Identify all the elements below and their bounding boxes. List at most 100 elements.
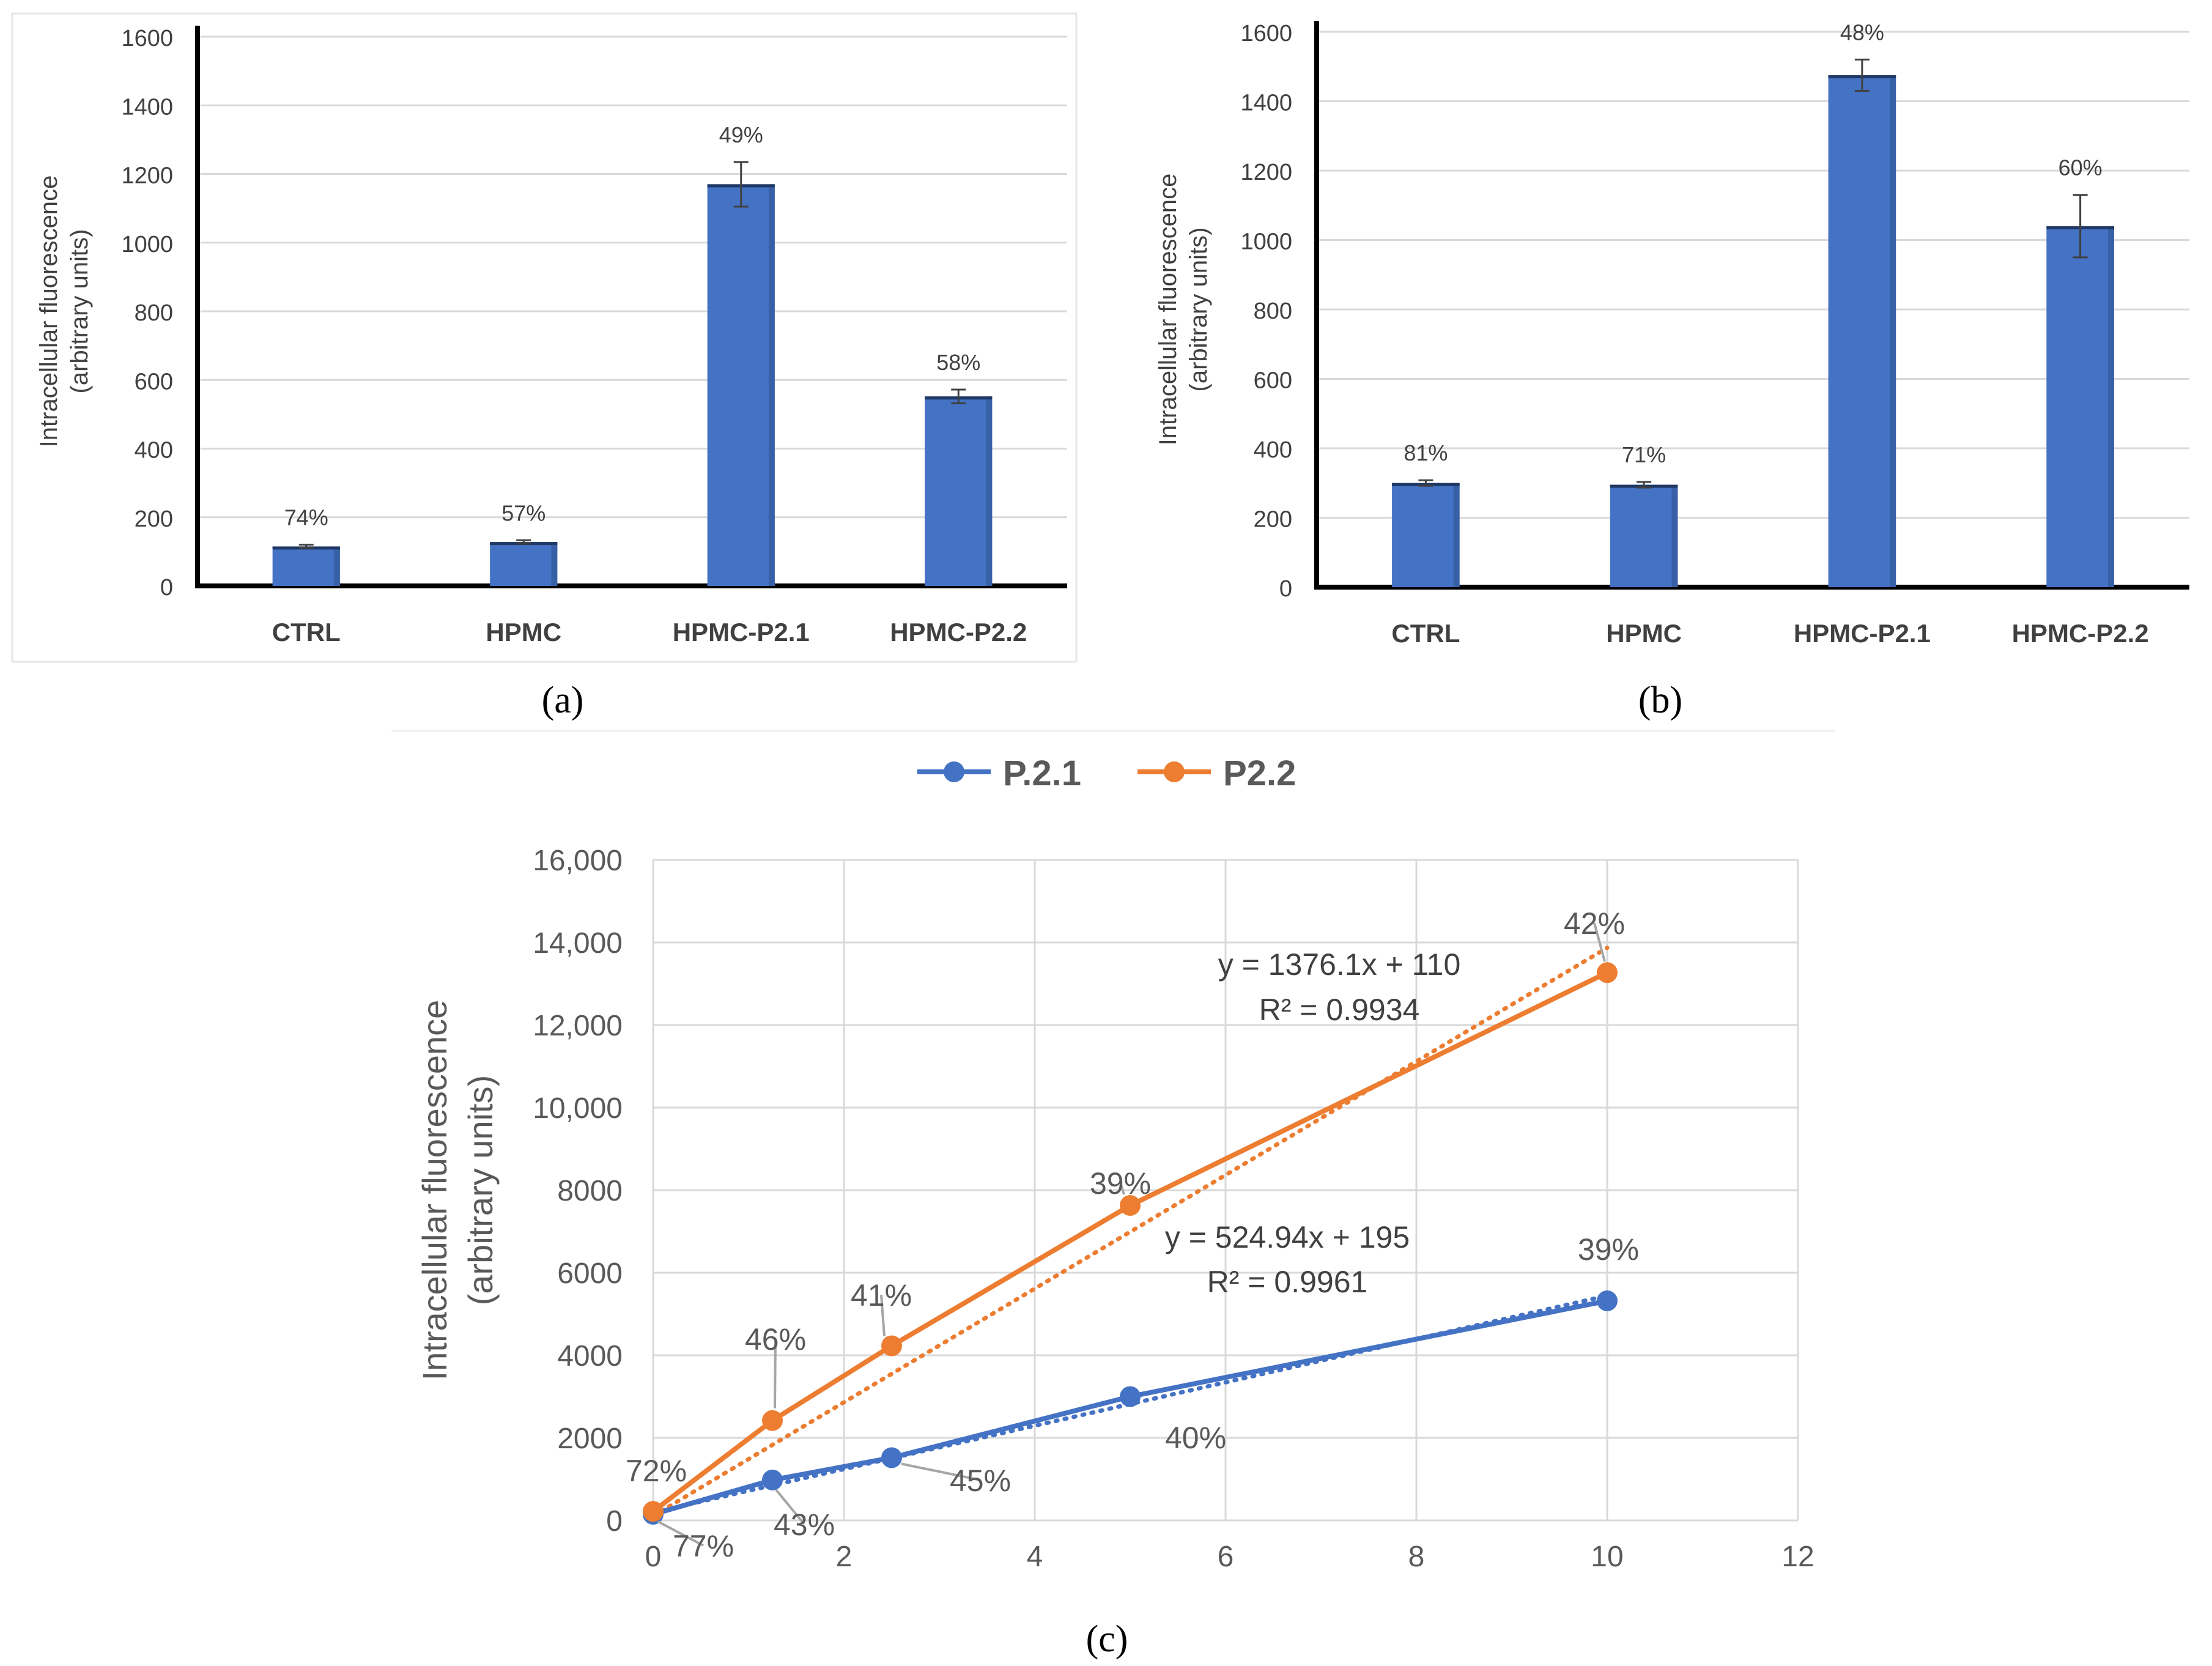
data-point: [643, 1501, 664, 1522]
y-axis-title: Intracellular fluorescence: [35, 176, 62, 448]
category-label: HPMC-P2.1: [673, 618, 810, 646]
y-tick-label: 0: [1279, 576, 1292, 602]
y-tick-label: 10,000: [533, 1092, 623, 1125]
y-axis-title-units: (arbitrary units): [461, 1075, 500, 1306]
data-point: [881, 1447, 902, 1468]
category-label: HPMC: [486, 618, 561, 646]
legend-marker: [1164, 761, 1185, 782]
y-tick-label: 1600: [121, 26, 173, 51]
data-point: [1120, 1386, 1141, 1407]
y-tick-label: 8000: [557, 1175, 623, 1207]
panel-c-label: (c): [1086, 1618, 1128, 1660]
data-point: [762, 1469, 783, 1490]
trend-r2-p22: R² = 0.9934: [1259, 993, 1420, 1027]
x-tick-label: 4: [1027, 1541, 1043, 1573]
bar-shade: [333, 546, 340, 586]
bar-hpmc: [1610, 484, 1678, 587]
x-tick-label: 0: [645, 1541, 662, 1573]
y-tick-label: 200: [1254, 507, 1292, 533]
y-tick-label: 1000: [1240, 229, 1292, 255]
y-tick-label: 1600: [1240, 21, 1292, 46]
trend-equation-p21: y = 524.94x + 195: [1165, 1220, 1410, 1254]
y-tick-label: 800: [1254, 298, 1292, 324]
data-point: [1597, 962, 1618, 983]
panel-a-chart: 0 200 400 600 800 1000 1200 1400 1600 Intracellul…: [35, 26, 1067, 646]
label-leader: [1119, 1182, 1125, 1195]
category-label: HPMC-P2.2: [890, 618, 1027, 646]
bar-hpmc-p2.2: [925, 396, 993, 586]
panel-b-label: (b): [1638, 679, 1682, 721]
panel-c-chart: 0 2000 4000 6000 8000 10,000 12,000 14,000 16,00…: [415, 753, 1814, 1573]
label-leader: [657, 1520, 704, 1547]
y-tick-label: 800: [135, 300, 173, 326]
x-tick-label: 2: [836, 1541, 853, 1573]
bar-shade: [2107, 226, 2114, 587]
bar-shade: [1671, 484, 1678, 587]
bar-ctrl: [272, 546, 340, 586]
x-tick-label: 8: [1408, 1541, 1425, 1573]
y-tick-label: 600: [1254, 368, 1292, 394]
bar-shade: [986, 396, 993, 586]
data-label: 60%: [2058, 155, 2103, 180]
y-tick-label: 12,000: [533, 1010, 623, 1042]
category-label: HPMC: [1606, 619, 1682, 648]
data-label: 74%: [284, 505, 328, 530]
data-label: 42%: [1564, 906, 1625, 941]
bar-hpmc-p2.2: [2046, 226, 2114, 587]
category-label: CTRL: [272, 618, 341, 646]
category-label: HPMC-P2.2: [2012, 619, 2149, 648]
data-label: 58%: [936, 350, 980, 375]
category-label: HPMC-P2.1: [1794, 619, 1931, 648]
data-label: 57%: [501, 500, 546, 525]
legend-label: P.2.1: [1003, 753, 1081, 793]
bar-shade: [1453, 483, 1460, 587]
bar-shade: [1890, 75, 1896, 587]
y-axis-title-units: (arbitrary units): [66, 229, 93, 394]
y-tick-label: 400: [1254, 437, 1292, 463]
y-axis-title: Intracellular fluorescence: [1155, 174, 1182, 446]
data-label: 49%: [719, 122, 763, 147]
data-label: 48%: [1840, 20, 1884, 45]
data-label: 45%: [950, 1464, 1011, 1498]
bar-hpmc: [490, 542, 558, 586]
label-leader: [880, 1294, 886, 1336]
trendline-p22: [651, 946, 1610, 1519]
data-point: [1120, 1194, 1141, 1216]
data-point: [881, 1335, 902, 1357]
bar-hpmc-p2.1: [707, 184, 775, 586]
y-tick-label: 1400: [1240, 91, 1292, 116]
y-tick-label: 6000: [557, 1257, 623, 1290]
y-axis-title-units: (arbitrary units): [1185, 228, 1212, 392]
bar-hpmc-p2.1: [1828, 75, 1896, 587]
x-tick-label: 12: [1781, 1541, 1814, 1573]
panel-b-chart: 0 200 400 600 800 1000 1200 1400 1600 Intracellul…: [1155, 20, 2189, 648]
bar-shade: [551, 542, 558, 586]
category-label: CTRL: [1391, 619, 1460, 648]
data-label: 46%: [745, 1322, 806, 1357]
trend-r2-p21: R² = 0.9961: [1207, 1265, 1368, 1299]
y-tick-label: 4000: [557, 1340, 623, 1372]
y-tick-label: 0: [160, 575, 173, 601]
data-point: [762, 1410, 783, 1431]
trend-equation-p22: y = 1376.1x + 110: [1218, 947, 1461, 982]
data-label: 39%: [1578, 1232, 1639, 1267]
data-label: 39%: [1090, 1166, 1151, 1201]
data-point: [1597, 1290, 1618, 1311]
y-tick-label: 1000: [121, 232, 173, 257]
label-leader: [1593, 922, 1606, 962]
label-leader: [775, 1489, 805, 1525]
panel-a-label: (a): [542, 679, 584, 721]
data-label: 72%: [626, 1454, 687, 1488]
x-tick-label: 6: [1218, 1541, 1234, 1573]
data-label: 71%: [1622, 442, 1666, 467]
bar-shade: [768, 184, 775, 586]
panel-a-frame: [11, 12, 1078, 663]
y-tick-label: 14,000: [533, 927, 623, 960]
y-tick-label: 1200: [1240, 160, 1292, 185]
y-tick-label: 600: [135, 369, 173, 394]
label-leader: [901, 1462, 981, 1481]
bar-ctrl: [1392, 483, 1460, 587]
y-tick-label: 0: [606, 1505, 623, 1538]
y-axis-title: Intracellular fluorescence: [415, 1000, 454, 1381]
